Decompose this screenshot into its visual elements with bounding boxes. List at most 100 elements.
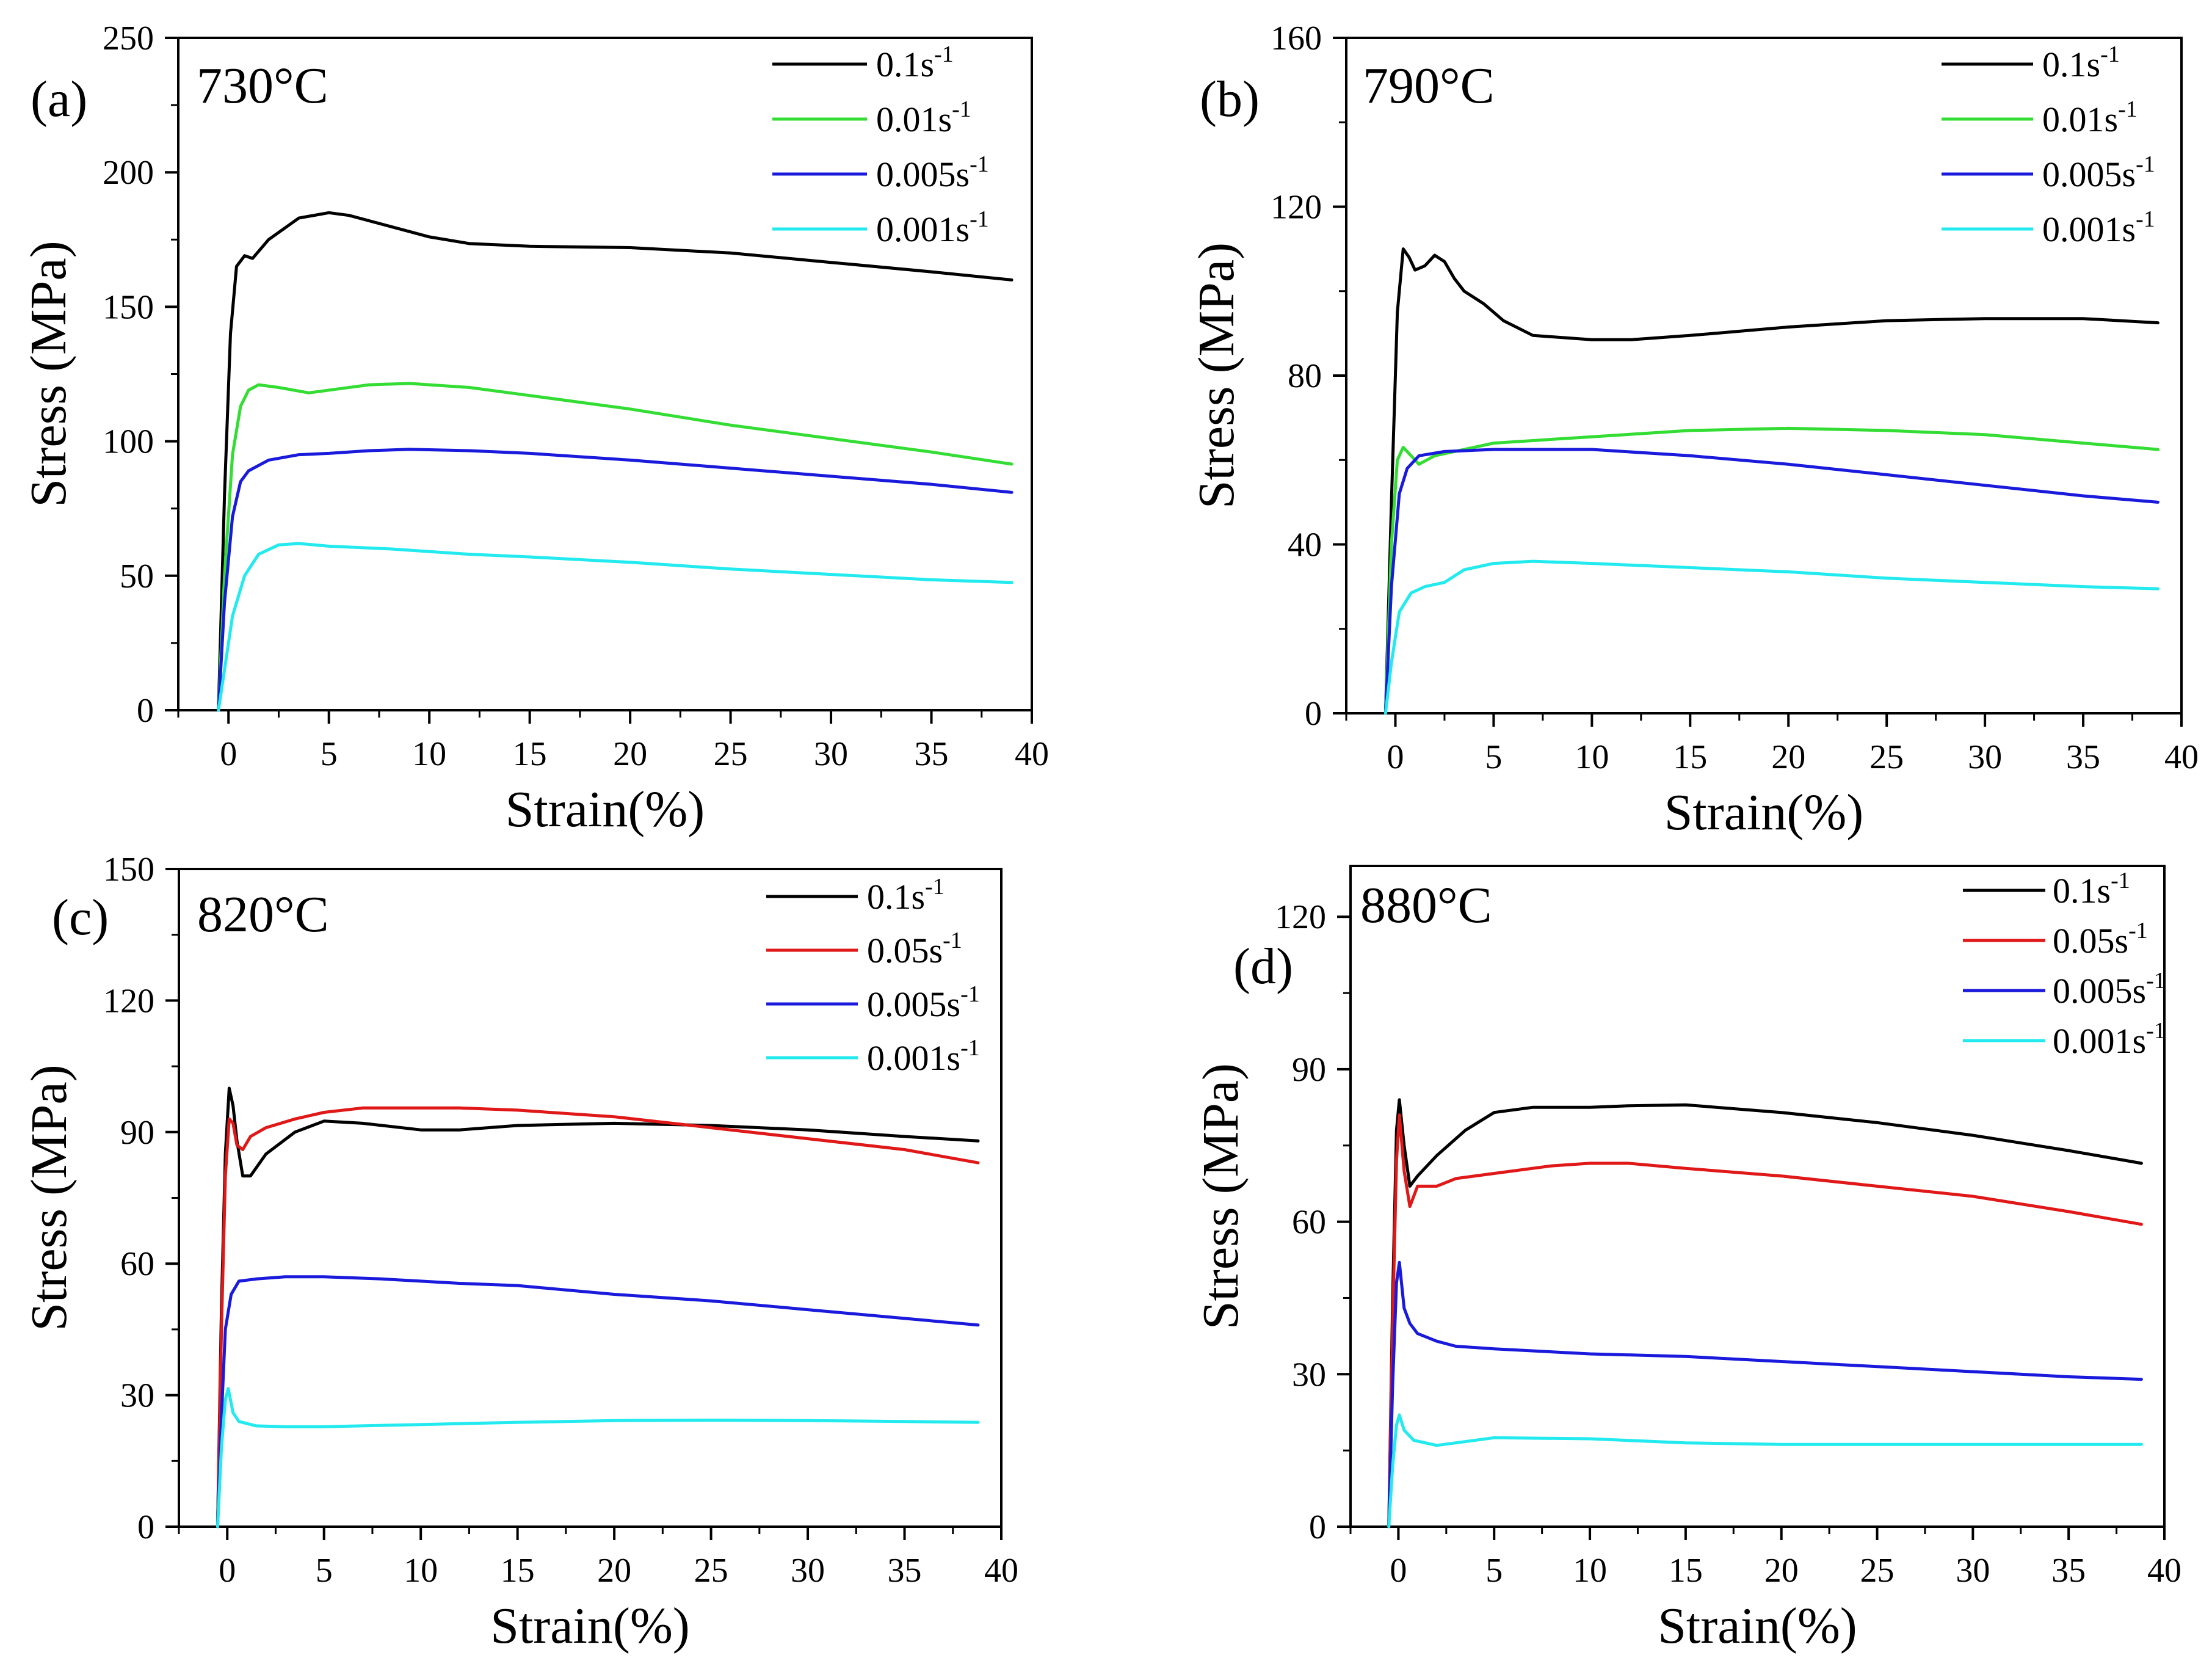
y-tick-label: 90	[120, 1114, 154, 1152]
x-tick-label: 0	[1387, 738, 1404, 776]
x-tick-label: 35	[915, 735, 949, 773]
legend-label: 0.001s-1	[876, 206, 989, 249]
temperature-label: 880°C	[1360, 877, 1492, 934]
series-line-0_1s	[1383, 247, 2159, 715]
x-tick-label: 5	[316, 1552, 333, 1590]
series-line-0_005s	[216, 1275, 980, 1529]
x-tick-label: 20	[613, 735, 647, 773]
y-tick-label: 0	[137, 692, 154, 730]
series-line-0_005s	[1387, 1260, 2143, 1529]
legend-label: 0.001s-1	[867, 1035, 980, 1078]
legend-label: 0.01s-1	[2042, 96, 2138, 139]
series-line-0_05s	[216, 1106, 980, 1529]
y-tick-label: 0	[1305, 695, 1322, 733]
x-tick-label: 30	[791, 1552, 825, 1590]
y-tick-label: 40	[1288, 526, 1322, 564]
legend-exponent: -1	[960, 1035, 980, 1061]
series-line-0_005s	[1383, 448, 2159, 715]
x-tick-label: 30	[1968, 738, 2002, 776]
series-line-0_001s	[217, 542, 1014, 712]
series-line-0_05s	[1387, 1113, 2143, 1529]
y-tick-label: 100	[103, 423, 154, 461]
legend-label: 0.05s-1	[2053, 918, 2148, 961]
series-line-0_1s	[1387, 1098, 2143, 1529]
plot-frame	[1349, 865, 2166, 1528]
x-tick-label: 5	[321, 735, 338, 773]
panel-label: (a)	[31, 71, 87, 128]
x-tick-label: 20	[1764, 1552, 1799, 1590]
y-tick-label: 150	[103, 288, 154, 326]
legend-exponent: -1	[970, 151, 989, 177]
series-line-0_001s	[216, 1387, 980, 1529]
temperature-label: 730°C	[197, 57, 328, 114]
x-tick-label: 35	[2066, 738, 2100, 776]
y-tick-label: 120	[103, 982, 154, 1020]
series-line-0_01s	[1383, 426, 2159, 715]
x-tick-label: 5	[1485, 1552, 1503, 1590]
chart-panel-a: 0 5 10 15 20 25 30 35 40 0 50 100 150 200 250 Strain(%)…	[20, 20, 1049, 838]
x-tick-label: 10	[1573, 1552, 1607, 1590]
y-axis-title: Stress (MPa)	[21, 1064, 78, 1331]
legend-label: 0.1s-1	[2042, 42, 2120, 84]
x-axis-title: Strain(%)	[506, 781, 705, 838]
x-axis-title: Strain(%)	[1658, 1598, 1857, 1654]
series-line-0_005s	[217, 448, 1014, 712]
legend-label: 0.005s-1	[2053, 968, 2166, 1011]
y-tick-label: 120	[1271, 189, 1322, 227]
y-tick-label: 80	[1288, 357, 1322, 395]
chart-panel-d: 0 5 10 15 20 25 30 35 40 0 30 60 90 120 Strain(%) Stres…	[1192, 865, 2181, 1654]
x-tick-label: 15	[1673, 738, 1707, 776]
x-tick-label: 25	[1869, 738, 1904, 776]
legend-label: 0.005s-1	[867, 981, 980, 1024]
series-line-0_1s	[217, 211, 1014, 712]
panel-label: (d)	[1233, 938, 1293, 995]
legend-label: 0.005s-1	[876, 151, 989, 194]
series-line-0_1s	[216, 1086, 980, 1529]
x-tick-label: 40	[1015, 735, 1049, 773]
x-tick-label: 20	[1771, 738, 1805, 776]
y-tick-label: 60	[1292, 1204, 1326, 1242]
y-axis-title: Stress (MPa)	[20, 241, 77, 507]
x-tick-label: 15	[1669, 1552, 1703, 1590]
y-tick-label: 0	[137, 1508, 154, 1546]
legend-exponent: -1	[2146, 1018, 2166, 1044]
x-tick-label: 0	[220, 735, 237, 773]
x-tick-label: 40	[2147, 1552, 2181, 1590]
y-tick-label: 200	[103, 154, 154, 192]
x-tick-label: 5	[1485, 738, 1502, 776]
legend-exponent: -1	[2111, 868, 2130, 893]
x-tick-label: 25	[714, 735, 748, 773]
legend-exponent: -1	[2100, 42, 2120, 67]
x-tick-label: 25	[694, 1552, 728, 1590]
legend-label: 0.1s-1	[2053, 868, 2130, 911]
legend-label: 0.01s-1	[876, 96, 971, 139]
x-tick-label: 40	[984, 1552, 1018, 1590]
x-tick-label: 30	[814, 735, 848, 773]
legend-exponent: -1	[2128, 918, 2148, 944]
series-line-0_001s	[1387, 1413, 2143, 1529]
legend-label: 0.05s-1	[867, 928, 962, 970]
legend-exponent: -1	[2146, 968, 2166, 994]
x-tick-label: 35	[2051, 1552, 2086, 1590]
panel-label: (c)	[52, 889, 109, 946]
x-tick-label: 40	[2164, 738, 2199, 776]
y-tick-label: 30	[1292, 1356, 1326, 1394]
x-tick-label: 0	[1390, 1552, 1407, 1590]
legend-exponent: -1	[2118, 96, 2138, 122]
x-tick-label: 10	[412, 735, 446, 773]
legend-label: 0.001s-1	[2053, 1018, 2166, 1061]
legend-exponent: -1	[925, 874, 945, 900]
temperature-label: 820°C	[197, 886, 329, 943]
y-axis-title: Stress (MPa)	[1188, 242, 1245, 509]
legend-exponent: -1	[952, 96, 971, 122]
legend-exponent: -1	[960, 981, 980, 1007]
series-line-0_01s	[217, 382, 1014, 712]
x-tick-label: 35	[888, 1552, 922, 1590]
temperature-label: 790°C	[1363, 57, 1495, 114]
y-tick-label: 160	[1271, 20, 1322, 57]
series-line-0_001s	[1383, 559, 2159, 715]
legend-label: 0.005s-1	[2042, 151, 2155, 194]
y-tick-label: 60	[120, 1245, 154, 1283]
x-tick-label: 10	[1575, 738, 1609, 776]
